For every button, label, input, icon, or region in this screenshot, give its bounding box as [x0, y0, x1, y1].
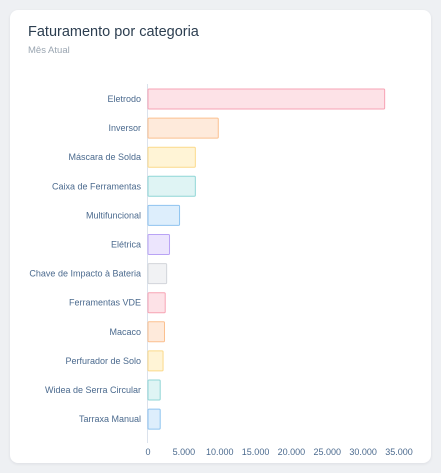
bar-6: [147, 263, 168, 285]
x-tick-label: 30.000: [349, 447, 377, 457]
category-label: Widea de Serra Circular: [45, 385, 141, 395]
category-label: Inversor: [108, 123, 141, 133]
bar-3: [147, 175, 196, 197]
category-label: Multifuncional: [86, 210, 141, 220]
chart-title: Faturamento por categoria: [28, 24, 199, 40]
x-tick-label: 20.000: [278, 447, 306, 457]
x-tick-label: 25.000: [314, 447, 342, 457]
bar-8: [147, 321, 165, 343]
bar-0: [147, 88, 386, 110]
chart-subtitle: Mês Atual: [28, 45, 70, 56]
x-tick-label: 15.000: [242, 447, 270, 457]
category-label: Caixa de Ferramentas: [52, 181, 142, 191]
bar-5: [147, 234, 171, 255]
category-label: Elétrica: [111, 240, 141, 250]
bar-2: [147, 146, 196, 168]
bar-chart: Eletrodo Inversor Máscara de Solda Caixa de…: [29, 84, 413, 457]
category-label: Tarraxa Manual: [79, 414, 141, 424]
category-label: Máscara de Solda: [68, 152, 141, 162]
chart-card: Faturamento por categoria Mês Atual Elet…: [10, 10, 431, 463]
bar-10: [147, 379, 161, 401]
category-label: Chave de Impacto à Bateria: [29, 269, 141, 279]
bar-1: [147, 117, 219, 139]
category-label: Eletrodo: [107, 94, 141, 104]
bar-9: [147, 350, 164, 372]
category-label: Ferramentas VDE: [69, 298, 141, 308]
category-label: Macaco: [109, 327, 141, 337]
bar-4: [147, 204, 181, 226]
bar-11: [147, 408, 161, 430]
x-tick-label: 0: [145, 447, 150, 457]
x-tick-label: 5.000: [173, 447, 196, 457]
category-label: Perfurador de Solo: [65, 356, 141, 366]
x-tick-label: 35.000: [385, 447, 413, 457]
x-tick-label: 10.000: [206, 447, 234, 457]
bar-7: [147, 292, 166, 314]
